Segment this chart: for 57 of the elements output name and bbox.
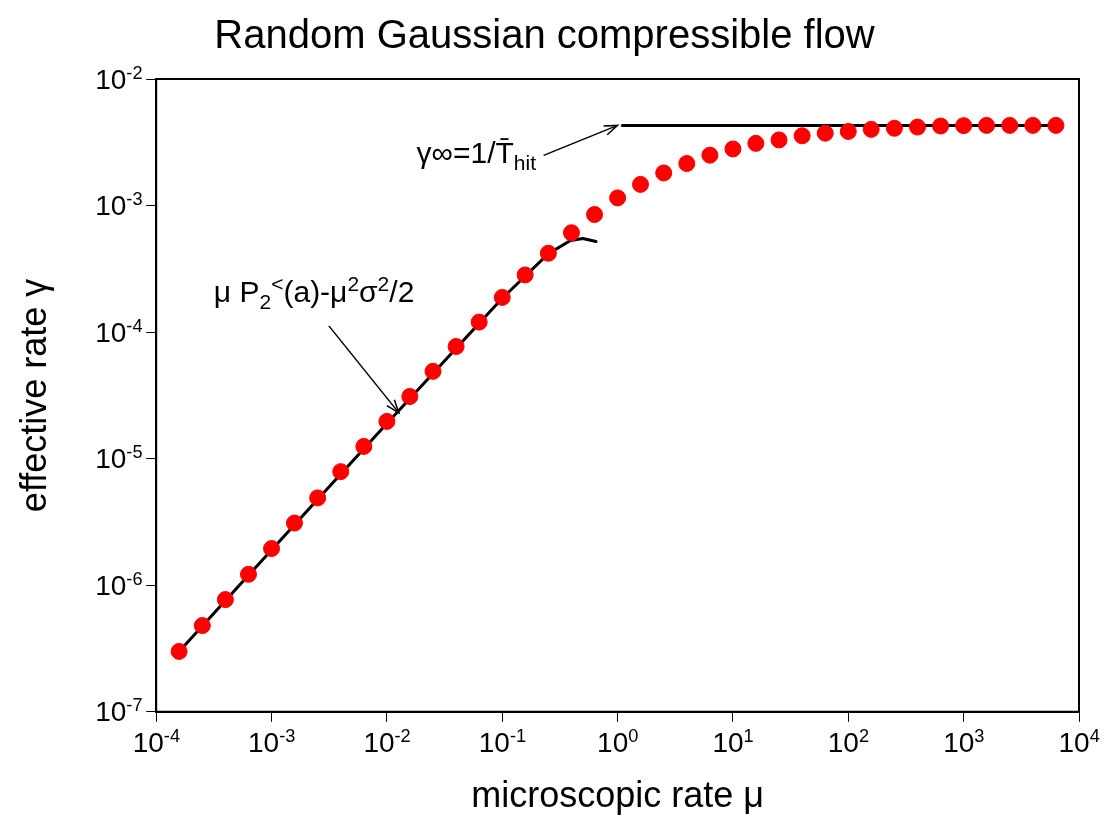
point [816, 124, 834, 142]
point [539, 244, 557, 262]
annotation: γ∞=1/T̄$_{hit}$ [416, 135, 537, 174]
point [932, 117, 950, 135]
point [1047, 116, 1065, 134]
point [355, 437, 373, 455]
x-tick-label: 10$^{0}$ [597, 725, 639, 759]
point [909, 118, 926, 136]
y-tick-label: 10$^{-6}$ [95, 568, 143, 602]
point [839, 122, 857, 140]
chart-title: Random Gaussian compressible flow [214, 12, 875, 57]
y-tick-label: 10$^{-3}$ [95, 189, 143, 223]
x-tick-label: 10$^{-2}$ [363, 725, 411, 759]
point [239, 565, 257, 583]
x-tick-label: 10$^{1}$ [712, 725, 754, 759]
x-tick-label: 10$^{2}$ [827, 725, 870, 759]
point [793, 127, 811, 145]
point [701, 146, 719, 164]
point [747, 134, 765, 152]
point [424, 362, 442, 380]
point [193, 617, 211, 635]
point [586, 205, 604, 223]
point [401, 387, 419, 405]
x-tick-label: 10$^{4}$ [1058, 725, 1100, 759]
point [632, 175, 650, 193]
x-tick-label: 10$^{-1}$ [478, 725, 527, 759]
point [1024, 116, 1042, 134]
point [770, 131, 788, 149]
y-tick-label: 10$^{-4}$ [95, 315, 143, 349]
point [309, 489, 327, 507]
point [862, 120, 880, 138]
x-tick-label: 10$^{-3}$ [248, 725, 296, 759]
point [678, 154, 696, 172]
point [470, 313, 488, 331]
point [1001, 116, 1019, 134]
point [562, 224, 580, 242]
point [724, 140, 742, 158]
point [216, 591, 234, 609]
point [978, 116, 996, 134]
x-tick-label: 10$^{3}$ [943, 725, 985, 759]
point [263, 540, 281, 558]
point [655, 164, 673, 182]
y-axis-title: effective rate γ [12, 278, 54, 513]
annotation: μ P$_{2}$$^{<}$(a)-μ$^{2}$σ$^{2}$/2 [213, 271, 415, 313]
point [493, 288, 511, 306]
point [447, 337, 465, 355]
point [332, 463, 350, 481]
y-tick-label: 10$^{-2}$ [95, 62, 143, 96]
x-axis-title: microscopic rate μ [471, 774, 765, 816]
point [609, 189, 627, 207]
point [170, 642, 188, 660]
point [516, 266, 534, 284]
point [955, 117, 973, 135]
point [285, 514, 303, 532]
point [885, 119, 903, 137]
y-tick-label: 10$^{-5}$ [95, 442, 143, 476]
point [378, 412, 396, 430]
